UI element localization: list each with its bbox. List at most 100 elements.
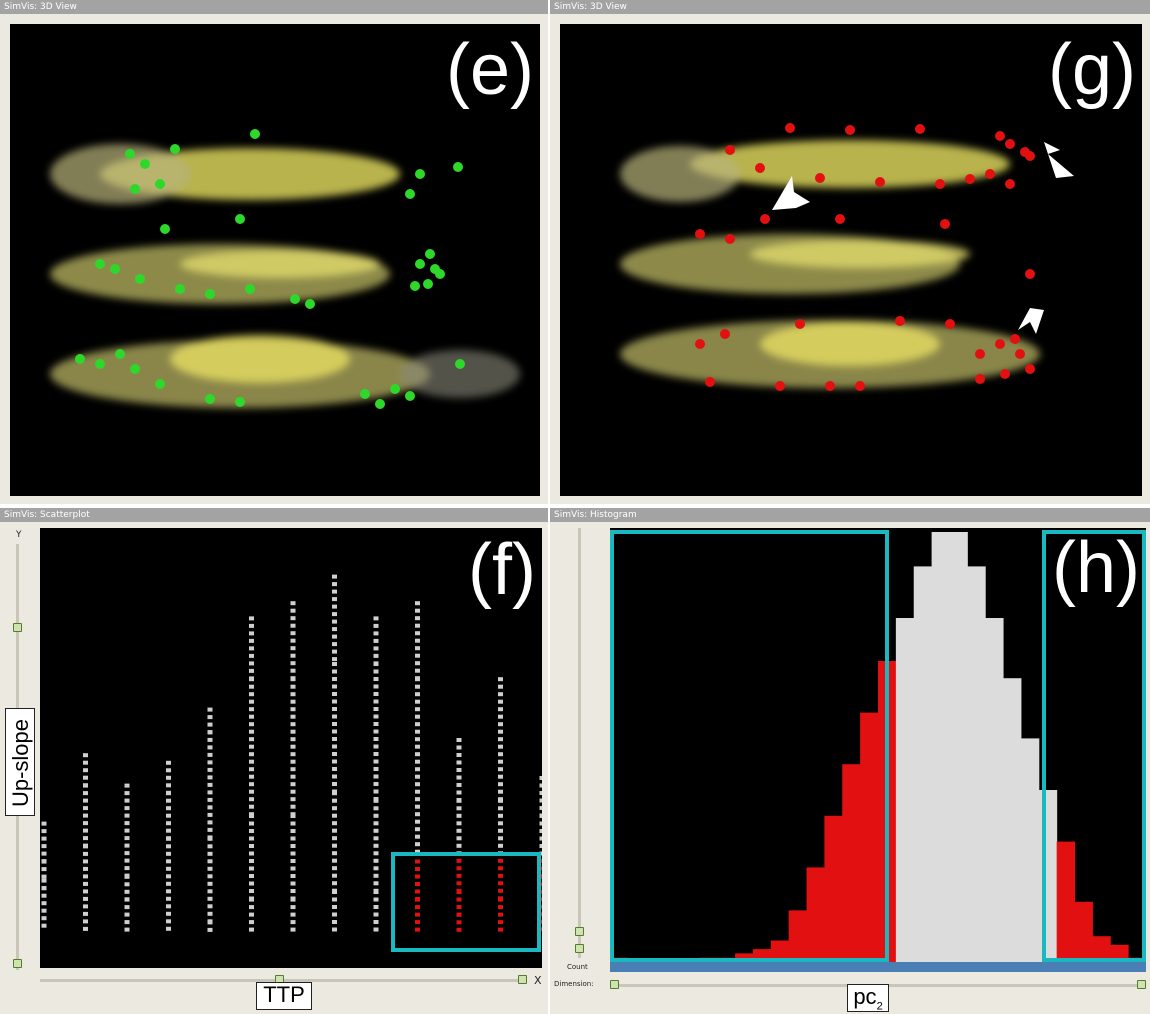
y-slider-bottom-handle[interactable] (13, 959, 22, 968)
scatter-point (415, 819, 420, 824)
scatter-point (415, 631, 420, 636)
y-slider-top-handle[interactable] (13, 623, 22, 632)
scatter-point (83, 859, 88, 864)
scatter-point (290, 912, 296, 917)
scatter-point (290, 844, 296, 848)
scatter-point (456, 828, 462, 833)
scatter-point (290, 759, 296, 764)
scatter-point (290, 814, 296, 818)
count-slider-track[interactable] (578, 528, 581, 958)
count-slider-top-handle[interactable] (575, 927, 584, 936)
scatter-point (415, 623, 420, 628)
scatter-point (498, 813, 503, 818)
scatter-point (498, 920, 503, 925)
scatter-point (332, 684, 337, 689)
scatter-point (332, 722, 337, 726)
scatter-point (290, 782, 296, 787)
panel-f-scatterplot: SimVis: Scatterplot Y Up-slope (f) X TTP (0, 508, 548, 1014)
dimension-slider-right-handle[interactable] (1137, 980, 1146, 989)
scatter-point (249, 616, 254, 621)
scatter-point (456, 760, 462, 765)
scatter-point (290, 699, 296, 704)
scatter-point (83, 896, 88, 901)
scatter-point (456, 745, 462, 750)
selection-frame-brush[interactable] (391, 852, 541, 952)
scatter-point (415, 789, 420, 794)
scatter-point (373, 662, 379, 666)
scatter-point (373, 866, 379, 871)
scatter-point (373, 821, 379, 826)
scatter-point (498, 737, 503, 742)
3d-viewport[interactable]: (e) (10, 24, 540, 496)
scatter-point (124, 836, 130, 841)
scatter-point (456, 768, 462, 772)
scatter-point (373, 798, 379, 803)
scatter-point (249, 646, 254, 651)
scatter-point (290, 646, 296, 651)
scatter-point (166, 775, 171, 780)
x-slider-right-handle[interactable] (518, 975, 527, 984)
scatter-point (207, 896, 213, 901)
scatter-point (332, 905, 337, 909)
scatter-point (249, 631, 254, 636)
scatter-point (498, 692, 503, 697)
count-slider-bottom-handle[interactable] (575, 944, 584, 953)
scatter-point (415, 927, 420, 932)
scatter-point (373, 714, 379, 719)
scatter-point (207, 722, 213, 727)
scatter-point (332, 873, 337, 878)
scatter-point (332, 774, 337, 779)
scatter-point (290, 638, 296, 643)
scatter-point (332, 813, 337, 818)
scatter-point (207, 745, 213, 750)
scatter-point (249, 623, 254, 628)
scatter-point (415, 653, 420, 658)
histogram-bar (824, 815, 843, 962)
scatter-point (83, 783, 88, 788)
scatter-point (290, 631, 296, 636)
scatter-point (332, 597, 337, 602)
3d-viewport[interactable]: (g) (560, 24, 1142, 496)
scatter-point (373, 912, 379, 917)
scatter-point (249, 874, 254, 878)
histogram-bar (1003, 678, 1022, 962)
scatter-point (415, 767, 420, 772)
scatter-point (456, 866, 462, 871)
scatter-point (415, 677, 420, 682)
scatter-point (332, 692, 337, 696)
scatter-point (83, 889, 88, 894)
scatter-point (249, 897, 254, 902)
scatterplot-canvas[interactable]: (f) (40, 528, 542, 968)
selection-frame-left[interactable] (610, 530, 889, 962)
scatter-point (249, 774, 254, 779)
scatter-point (373, 669, 379, 674)
scatter-point (124, 874, 130, 879)
histogram-bar (913, 566, 933, 962)
scatter-point (415, 601, 420, 606)
scatter-point (249, 668, 254, 673)
scatter-point (332, 582, 337, 587)
histogram-canvas[interactable]: (h) (610, 528, 1146, 962)
scatter-point (332, 619, 337, 624)
scatter-point (124, 927, 130, 932)
window-title: SimVis: 3D View (550, 0, 1150, 14)
selection-frame-right[interactable] (1042, 530, 1146, 962)
count-label: Count (567, 963, 588, 971)
scatter-point (41, 908, 47, 913)
scatter-point (498, 905, 503, 910)
scatter-point (290, 752, 296, 757)
panel-g-3d-view: SimVis: 3D View (550, 0, 1150, 504)
scatter-point (41, 859, 47, 864)
scatter-point (332, 791, 337, 796)
scatter-point (332, 828, 337, 833)
scatter-point (415, 867, 420, 871)
scatter-point (373, 631, 379, 636)
scatter-point (207, 911, 213, 916)
dimension-slider-left-handle[interactable] (610, 980, 619, 989)
scatter-point (456, 912, 462, 917)
scatter-point (373, 767, 379, 771)
scatter-point (83, 828, 88, 833)
scatter-point (498, 699, 503, 704)
scatter-point (456, 858, 462, 863)
scatter-point (41, 878, 47, 883)
